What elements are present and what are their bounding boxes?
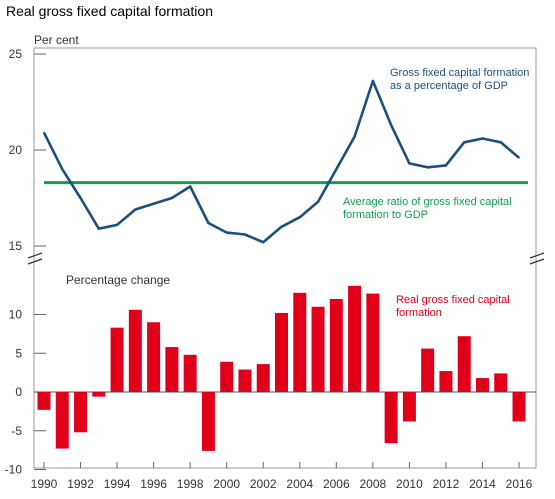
line-point (116, 224, 118, 226)
line-y-tick-label: 15 (9, 239, 23, 253)
bar (457, 336, 471, 392)
bar-panel-title: Percentage change (66, 273, 170, 287)
line-point (262, 241, 265, 243)
x-tick-label: 2004 (286, 477, 313, 491)
x-tick-label: 1992 (67, 477, 94, 491)
x-tick-label: 2002 (250, 477, 277, 491)
bar (37, 392, 51, 410)
bar (348, 285, 362, 392)
x-tick-label: 2000 (213, 477, 240, 491)
bar (311, 306, 325, 392)
line-point (317, 201, 319, 203)
bar (384, 392, 398, 444)
bar-y-tick-label: 5 (15, 346, 22, 360)
x-tick-label: 2016 (506, 477, 533, 491)
line-panel (42, 79, 528, 244)
axis-break-mark (27, 252, 43, 265)
line-y-tick-label: 25 (9, 47, 23, 61)
axis-ticks: 15 20 25 -10 -5 0 5 10 1990 1992 1994 1996 1998 2000 2… (5, 47, 545, 491)
x-tick-label: 1998 (177, 477, 204, 491)
line-point (79, 197, 82, 199)
bar (421, 348, 435, 392)
series-label-average-ratio: Average ratio of gross fixed capital form… (343, 196, 512, 221)
axis-break-mark (529, 252, 545, 265)
labels: Gross fixed capital formation as a percen… (343, 67, 529, 319)
bar (293, 292, 307, 392)
line-point (244, 233, 246, 236)
line-point (372, 80, 374, 82)
y-axis-label: Per cent (34, 33, 79, 47)
bar (147, 322, 161, 392)
line-point (335, 168, 338, 170)
bar (220, 361, 234, 392)
line-point (280, 226, 283, 228)
line-point (353, 135, 356, 138)
line-point (408, 162, 411, 165)
line-point (43, 131, 45, 134)
line-y-tick-label: 20 (9, 143, 23, 157)
line-point (481, 137, 484, 140)
series-label-real-gfcf: Real gross fixed capital formation (396, 294, 510, 319)
bar (366, 293, 380, 392)
bar-y-tick-label: -5 (11, 424, 22, 438)
bar (74, 392, 88, 433)
line-point (463, 141, 466, 144)
bar (128, 309, 142, 392)
line-point (189, 185, 191, 188)
line-point (518, 156, 520, 159)
line-point (225, 231, 228, 234)
line-point (98, 227, 100, 230)
line-point (390, 124, 392, 126)
bar-y-tick-label: 0 (15, 385, 22, 399)
plot-frame (33, 47, 537, 469)
line-point (445, 164, 447, 167)
series-label-gfcf-ratio: Gross fixed capital formation as a percen… (390, 67, 529, 92)
line-point (152, 202, 155, 205)
x-tick-label: 2008 (360, 477, 387, 491)
chart-title: Real gross fixed capital formation (6, 3, 213, 19)
line-point (207, 222, 210, 224)
line-point (171, 197, 173, 199)
bar (92, 392, 106, 397)
line-point (134, 208, 137, 211)
series-line-gfcf-ratio (42, 79, 520, 244)
x-tick-label: 2006 (323, 477, 350, 491)
x-tick-label: 2010 (396, 477, 423, 491)
bar (512, 392, 526, 422)
bar (275, 312, 289, 392)
bar (439, 371, 453, 392)
bar (402, 392, 416, 422)
x-tick-label: 2012 (433, 477, 460, 491)
bar (110, 327, 124, 392)
bar (183, 354, 197, 392)
x-tick-label: 1996 (140, 477, 167, 491)
bar (475, 378, 489, 392)
bar-panel (34, 285, 536, 451)
bar (329, 299, 343, 392)
bar-y-tick-label: 10 (9, 308, 23, 322)
line-point (298, 216, 301, 218)
line-point (499, 141, 502, 144)
x-tick-label: 1994 (104, 477, 131, 491)
x-tick-label: 2014 (469, 477, 496, 491)
line-point (61, 168, 64, 170)
bar (165, 347, 179, 392)
bar (494, 373, 508, 392)
line-point (426, 166, 429, 169)
bar (256, 364, 270, 392)
bar (238, 369, 252, 392)
x-tick-label: 1990 (31, 477, 58, 491)
bar (201, 392, 215, 451)
bar (55, 392, 69, 449)
bar-y-tick-label: -10 (5, 463, 23, 477)
